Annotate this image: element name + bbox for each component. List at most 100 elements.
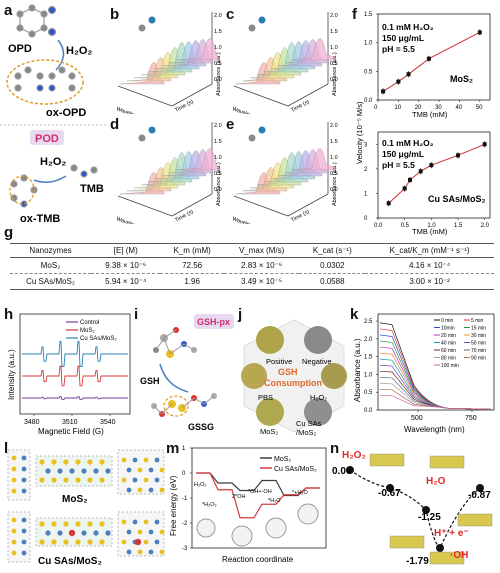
- well-pbs: [241, 363, 267, 389]
- atom: [21, 517, 27, 523]
- atom: [63, 539, 69, 545]
- energy-state-dot: [422, 506, 430, 514]
- opd-label: OPD: [8, 43, 32, 55]
- atom: [137, 549, 143, 555]
- x-tick-label: 20: [415, 105, 422, 111]
- m-step-2: 2*OH: [232, 494, 245, 500]
- atom: [57, 468, 63, 474]
- x-tick-label: 0.5: [401, 223, 410, 229]
- ox-opd-label: ox-OPD: [46, 107, 86, 119]
- time-marker: [148, 16, 156, 24]
- n-oh-label: ·OH: [450, 550, 468, 561]
- atom: [143, 477, 149, 483]
- f-bottom-cond3: pH = 5.5: [382, 160, 415, 170]
- z-tick-label: 0.0: [214, 77, 222, 83]
- atom: [75, 539, 81, 545]
- pod-badge: [30, 130, 64, 145]
- f-ylabel: Velocity (10⁻⁵ M/s): [355, 101, 364, 164]
- data-point: [381, 89, 386, 94]
- m-step-0: H₂O₂: [194, 482, 207, 488]
- atom: [11, 550, 17, 556]
- x-tick-label: 40: [455, 105, 462, 111]
- k-trace: [379, 352, 493, 410]
- atom: [87, 477, 93, 483]
- cu-atom: [134, 538, 142, 546]
- atom: [137, 487, 143, 493]
- panel-l-structures: MoS₂ Cu SAs/MoS₂: [7, 449, 165, 567]
- time-marker: [258, 16, 266, 24]
- m-step-5: *+H₂O: [292, 490, 308, 496]
- atom: [159, 529, 165, 535]
- k-trace: [379, 364, 493, 410]
- x-tick-label: 3540: [100, 419, 116, 426]
- table-header: Nanozymes: [10, 243, 92, 258]
- atom: [121, 457, 127, 463]
- absorbance-axis-label: Absorbance (a.u.): [216, 162, 222, 206]
- wavelength-axis-label: Wavelength (nm): [231, 216, 272, 224]
- z-tick-label: 2.0: [214, 123, 222, 129]
- absorbance-axis-label: Absorbance (a.u.): [332, 52, 338, 96]
- h-ylabel: Intensity (a.u.): [7, 349, 16, 400]
- atom: [143, 457, 149, 463]
- f-top-frame: [377, 13, 491, 101]
- atom: [148, 467, 154, 473]
- panel-i-gshpx: GSH-px GSH GSSG: [140, 314, 234, 432]
- panel-label-e: e: [226, 116, 235, 133]
- data-point: [456, 153, 460, 158]
- spectra-3d-b: 2.0 1.5 1.0 0.5 0.0 Wavelength (nm) Time (s) Ab…: [115, 12, 222, 114]
- gsh-molecule: [153, 327, 197, 358]
- label-pbs: PBS: [258, 393, 273, 402]
- spectrum-slice: [175, 148, 221, 171]
- time-marker: [138, 134, 146, 142]
- y-tick-label: -2: [182, 521, 188, 527]
- z-tick-label: 1.5: [214, 139, 222, 145]
- atom: [154, 477, 160, 483]
- x-tick-label: 750: [465, 415, 477, 422]
- m-step-3: *OH+·OH: [248, 489, 272, 495]
- data-point: [477, 30, 482, 35]
- atom: [126, 487, 132, 493]
- panel-label-k: k: [350, 306, 359, 323]
- panel-label-b: b: [110, 6, 120, 23]
- atom: [39, 521, 45, 527]
- y-tick-label: 1: [182, 446, 186, 452]
- time-marker: [138, 24, 146, 32]
- atom: [21, 477, 27, 483]
- atom: [21, 539, 27, 545]
- atom: [132, 457, 138, 463]
- f-top-cond1: 0.1 mM H₂O₂: [382, 22, 434, 32]
- gshpx-label: GSH-px: [197, 317, 230, 327]
- gssg-label: GSSG: [188, 422, 214, 432]
- z-tick-label: 0.5: [330, 61, 338, 67]
- f-top-sample: MoS₂: [450, 74, 473, 84]
- atom: [154, 519, 160, 525]
- table-header-row: Nanozymes [E] (M) K_m (mM) V_max (M/s) K…: [10, 243, 494, 258]
- atom: [93, 468, 99, 474]
- table-header: K_m (mM): [160, 243, 224, 258]
- epr-trace: [22, 396, 128, 400]
- atom: [87, 521, 93, 527]
- table-header: [E] (M): [91, 243, 161, 258]
- atom: [39, 459, 45, 465]
- panel-label-n: n: [330, 440, 340, 457]
- panel-label-g: g: [4, 224, 14, 241]
- absorbance-axis-label: Absorbance (a.u.): [216, 52, 222, 96]
- x-tick-label: 10: [394, 105, 401, 111]
- well-cu-mos2: [304, 398, 332, 426]
- data-point: [402, 186, 407, 191]
- h-xlabel: Magnetic Field (G): [38, 427, 104, 436]
- y-tick-label: 3: [364, 142, 368, 148]
- atom: [154, 457, 160, 463]
- panel-label-d: d: [110, 116, 120, 133]
- label-cu-mos2: /MoS₂: [296, 428, 317, 436]
- x-tick-label: 50: [476, 105, 483, 111]
- h-legend-label: MoS₂: [80, 328, 95, 334]
- label-cu-sas: Cu SAs: [296, 419, 322, 428]
- mos2-label: MoS₂: [62, 494, 88, 505]
- y-tick-label: 0.5: [364, 390, 373, 396]
- atom: [143, 539, 149, 545]
- atom: [99, 477, 105, 483]
- x-tick-label: 500: [411, 415, 423, 422]
- slab-structure: [429, 455, 465, 469]
